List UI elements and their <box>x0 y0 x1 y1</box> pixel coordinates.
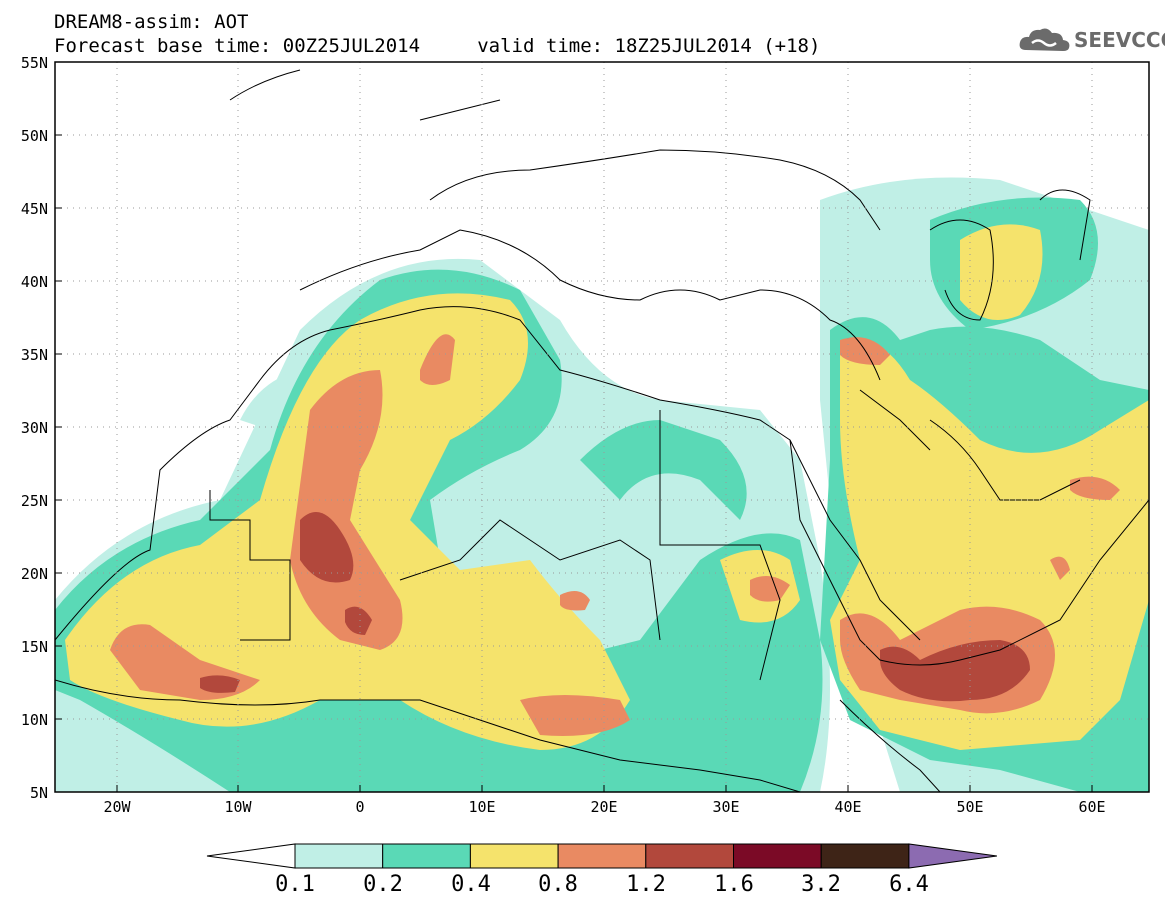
gridlines <box>55 62 1149 792</box>
colorbar-segment <box>294 843 384 869</box>
lon-label: 30E <box>712 798 739 816</box>
colorbar-label: 0.4 <box>451 872 491 897</box>
lon-label: 20E <box>590 798 617 816</box>
coastlines <box>55 69 1149 792</box>
colorbar-segment <box>382 843 471 869</box>
colorbar-segment <box>733 843 822 869</box>
seevccc-logo: SEEVCCC <box>1018 24 1165 56</box>
lat-label: 45N <box>21 200 48 218</box>
lat-label: 5N <box>30 784 48 802</box>
lat-label: 35N <box>21 346 48 364</box>
colorbar-label: 0.2 <box>363 872 403 897</box>
colorbar-segment <box>820 843 910 869</box>
colorbar-labels: 0.1 0.2 0.4 0.8 1.2 1.6 3.2 6.4 <box>275 872 929 897</box>
lon-label: 10E <box>468 798 495 816</box>
axis-ticks <box>55 61 1093 792</box>
lat-label: 30N <box>21 419 48 437</box>
lon-label: 40E <box>834 798 861 816</box>
colorbar-segment <box>908 843 997 869</box>
cloud-icon <box>1019 28 1070 51</box>
colorbar-label: 0.8 <box>538 872 578 897</box>
lat-label: 55N <box>21 54 48 72</box>
colorbar-label: 1.6 <box>714 872 754 897</box>
logo-text: SEEVCCC <box>1074 28 1165 52</box>
lat-label: 25N <box>21 492 48 510</box>
lat-label: 15N <box>21 638 48 656</box>
colorbar-segment <box>557 843 647 869</box>
colorbar-segment <box>206 843 296 869</box>
colorbar-label: 3.2 <box>801 872 841 897</box>
lat-label: 40N <box>21 273 48 291</box>
colorbar-label: 1.2 <box>626 872 666 897</box>
lon-labels: 20W 10W 0 10E 20E 30E 40E 50E 60E <box>103 798 1105 816</box>
aot-layer-1-2 <box>200 512 1030 702</box>
colorbar-segment <box>469 843 559 869</box>
lon-label: 20W <box>103 798 131 816</box>
aot-field <box>55 177 1149 792</box>
aot-layer-0-8 <box>110 334 1120 736</box>
lat-label: 20N <box>21 565 48 583</box>
chart-title: DREAM8-assim: AOT <box>54 11 249 33</box>
chart-subtitle: Forecast base time: 00Z25JUL2014 valid t… <box>54 35 821 57</box>
lat-labels: 55N 50N 45N 40N 35N 30N 25N 20N 15N 10N … <box>21 54 48 802</box>
lon-label: 60E <box>1078 798 1105 816</box>
lat-label: 10N <box>21 711 48 729</box>
colorbar-label: 0.1 <box>275 872 315 897</box>
colorbar <box>206 843 997 869</box>
lon-label: 0 <box>355 798 364 816</box>
colorbar-label: 6.4 <box>889 872 929 897</box>
lon-label: 50E <box>956 798 983 816</box>
lat-label: 50N <box>21 127 48 145</box>
lon-label: 10W <box>224 798 252 816</box>
colorbar-segment <box>645 843 734 869</box>
